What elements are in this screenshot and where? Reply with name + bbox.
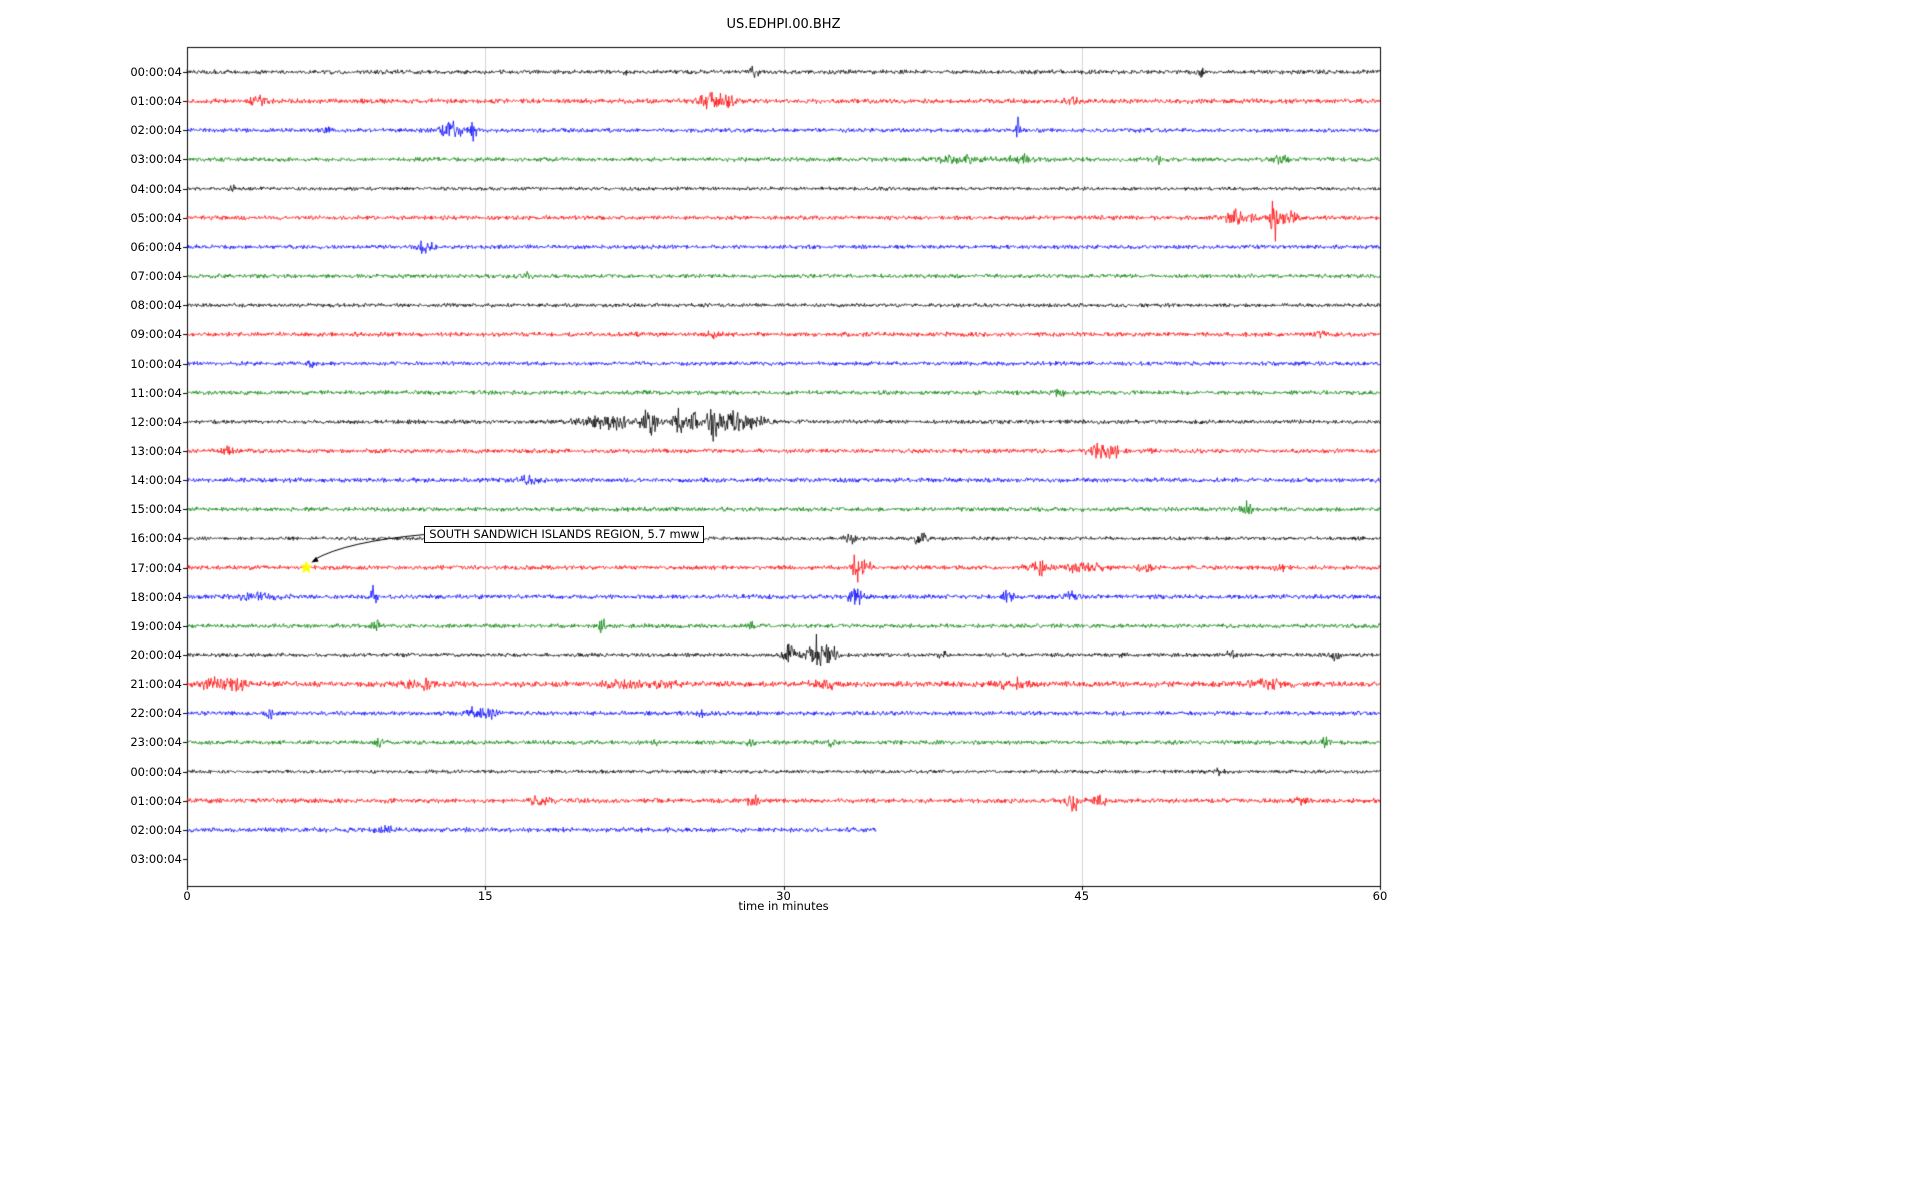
y-tick-label: 02:00:04 <box>130 123 182 138</box>
y-tick-label: 19:00:04 <box>130 618 182 633</box>
x-tick-label: 30 <box>776 889 791 903</box>
x-tick-label: 45 <box>1074 889 1090 903</box>
y-tick-label: 04:00:04 <box>130 181 182 196</box>
y-tick-label: 22:00:04 <box>130 706 182 721</box>
y-tick-label: 09:00:04 <box>130 327 182 342</box>
y-tick-label: 21:00:04 <box>130 677 182 692</box>
y-tick-label: 11:00:04 <box>130 385 182 400</box>
x-axis-tick-labels: 0 15 30 45 60 <box>0 889 1920 905</box>
y-tick-label: 15:00:04 <box>130 502 182 517</box>
y-tick-label: 01:00:04 <box>130 94 182 109</box>
y-tick-label: 03:00:04 <box>130 852 182 867</box>
y-tick-label: 10:00:04 <box>130 356 182 371</box>
y-tick-label: 17:00:04 <box>130 560 182 575</box>
y-tick-label: 18:00:04 <box>130 589 182 604</box>
y-tick-label: 23:00:04 <box>130 735 182 750</box>
x-tick-label: 15 <box>477 889 493 903</box>
y-tick-label: 14:00:04 <box>130 473 182 488</box>
y-tick-label: 00:00:04 <box>130 65 182 79</box>
y-tick-label: 12:00:04 <box>130 414 182 429</box>
y-tick-label: 05:00:04 <box>130 210 182 225</box>
y-tick-label: 03:00:04 <box>130 152 182 167</box>
y-tick-label: 20:00:04 <box>130 648 182 662</box>
y-tick-label: 13:00:04 <box>130 443 182 458</box>
y-tick-label: 06:00:04 <box>130 239 182 254</box>
x-axis-title: time in minutes <box>738 899 829 913</box>
y-tick-label: 16:00:04 <box>130 531 182 546</box>
y-tick-label: 01:00:04 <box>130 793 182 808</box>
x-tick-label: 0 <box>183 889 191 903</box>
y-tick-label: 07:00:04 <box>130 269 182 284</box>
event-annotation-label: SOUTH SANDWICH ISLANDS REGION, 5.7 mww <box>424 525 705 543</box>
y-tick-label: 02:00:04 <box>130 822 182 837</box>
y-tick-label: 08:00:04 <box>130 298 182 313</box>
y-tick-label: 00:00:04 <box>130 764 182 779</box>
x-tick-label: 60 <box>1372 889 1388 903</box>
